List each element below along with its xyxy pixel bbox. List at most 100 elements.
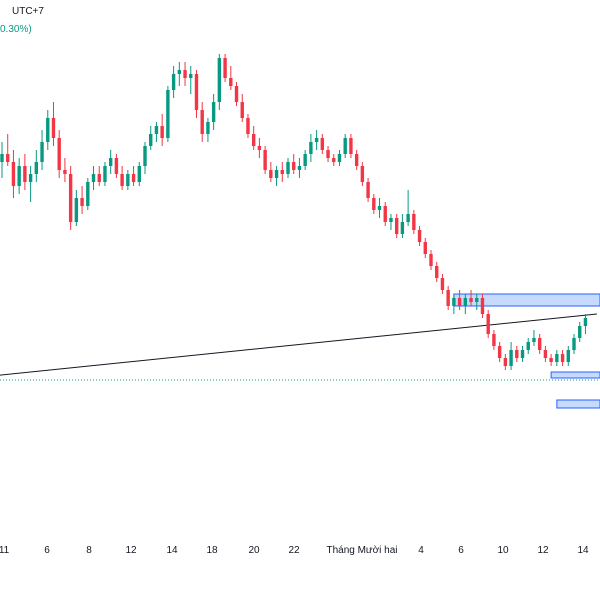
- candle-body: [223, 58, 227, 78]
- candle-body: [440, 278, 445, 290]
- candle: [520, 346, 525, 362]
- candle-body: [108, 158, 113, 166]
- candle: [303, 150, 307, 170]
- x-tick-label: 10: [497, 545, 509, 556]
- candle: [537, 334, 542, 354]
- supply-demand-zone: [556, 399, 600, 409]
- x-tick-label: 4: [418, 545, 424, 556]
- candle: [400, 214, 405, 238]
- candle-body: [149, 134, 153, 146]
- candle-body: [332, 158, 336, 162]
- candle-body: [6, 154, 10, 162]
- candle: [486, 310, 490, 338]
- candle-body: [103, 166, 107, 182]
- candle: [526, 338, 530, 354]
- candle-body: [211, 102, 216, 122]
- candle: [292, 154, 296, 174]
- candle: [480, 294, 485, 318]
- candle: [463, 294, 468, 314]
- x-axis: 11 6 8 12 14 18 20 22 Tháng Mười hai 4 6 10 12 14: [0, 545, 589, 556]
- candle: [229, 66, 233, 90]
- candle: [23, 154, 27, 190]
- candles-layer: [0, 54, 588, 370]
- candle: [469, 290, 473, 306]
- candle-body: [480, 298, 485, 314]
- candle: [183, 62, 187, 86]
- drawing-layer: [0, 313, 600, 381]
- candle: [46, 110, 50, 150]
- candle: [137, 162, 141, 186]
- candle: [57, 130, 61, 178]
- candle-body: [297, 166, 302, 170]
- candle-body: [80, 198, 84, 206]
- x-tick-label: 22: [288, 545, 300, 556]
- candle: [217, 54, 222, 110]
- candle-body: [166, 90, 170, 138]
- candle: [0, 142, 4, 178]
- candle: [360, 162, 365, 186]
- candle-body: [560, 354, 565, 362]
- candle: [34, 150, 39, 182]
- candle: [154, 122, 159, 142]
- candle-body: [320, 138, 325, 150]
- candle: [200, 102, 204, 142]
- candle-body: [17, 166, 21, 186]
- candle-body: [583, 318, 588, 326]
- timezone-label[interactable]: UTC+7: [12, 6, 44, 17]
- candle-body: [509, 350, 513, 366]
- candle-body: [137, 166, 141, 182]
- candle-body: [217, 58, 222, 102]
- x-tick-label: 6: [458, 545, 464, 556]
- candle: [320, 134, 325, 154]
- price-change-label: 0.30%): [0, 24, 32, 35]
- candle-body: [309, 142, 313, 154]
- candle: [332, 154, 336, 166]
- candle: [366, 178, 370, 202]
- candle-body: [246, 118, 250, 134]
- candle-body: [143, 146, 147, 166]
- candle-body: [389, 218, 393, 222]
- candle-body: [280, 170, 284, 174]
- x-tick-label: 8: [86, 545, 92, 556]
- candle: [549, 354, 553, 366]
- candle: [91, 166, 96, 190]
- candle-body: [326, 150, 330, 158]
- candle-body: [51, 118, 56, 138]
- candle: [435, 262, 439, 282]
- candle: [492, 330, 496, 350]
- candle: [149, 126, 153, 150]
- candle-body: [532, 338, 536, 342]
- candle: [240, 94, 244, 122]
- candle: [314, 130, 319, 150]
- candle-body: [555, 354, 559, 362]
- candle-body: [423, 242, 427, 254]
- x-tick-label: 6: [44, 545, 50, 556]
- candle: [572, 334, 576, 354]
- candle: [583, 314, 588, 334]
- candle-body: [269, 170, 273, 178]
- candle-body: [429, 254, 433, 266]
- candle-body: [475, 298, 479, 302]
- candle-body: [274, 170, 279, 178]
- candle: [326, 146, 330, 162]
- candle-body: [446, 290, 450, 306]
- candle: [497, 342, 502, 362]
- candle-body: [63, 170, 67, 174]
- candle-body: [543, 350, 548, 358]
- candle-body: [492, 334, 496, 346]
- candle: [223, 54, 227, 82]
- candle: [343, 134, 347, 158]
- candle-body: [28, 174, 33, 182]
- candle-body: [486, 314, 490, 334]
- x-tick-label: 14: [577, 545, 589, 556]
- candle: [452, 294, 456, 314]
- candle: [120, 166, 124, 190]
- candle: [143, 142, 147, 174]
- candle: [286, 158, 290, 178]
- candle: [28, 166, 33, 202]
- candle: [126, 170, 130, 190]
- candle: [297, 158, 302, 178]
- candle-body: [383, 206, 387, 222]
